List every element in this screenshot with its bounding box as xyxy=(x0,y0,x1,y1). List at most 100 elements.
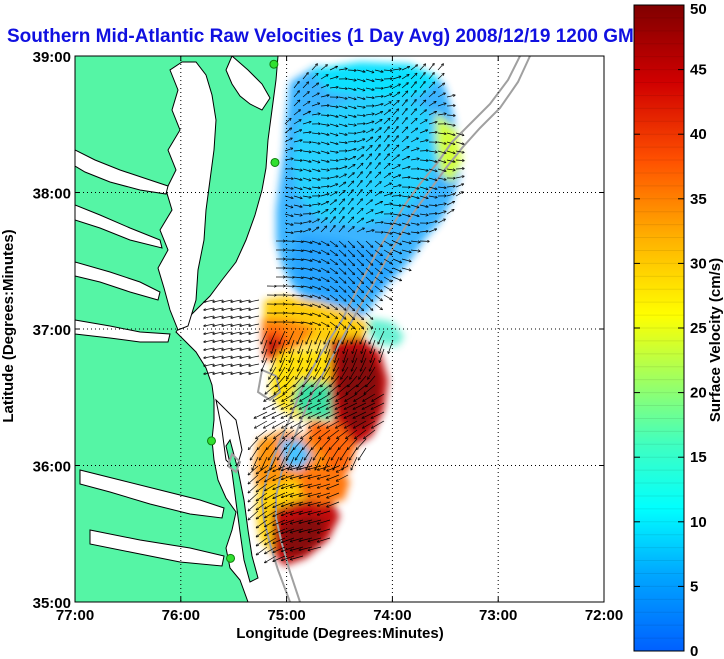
velocity-vector xyxy=(371,411,385,418)
velocity-vector xyxy=(293,120,301,125)
velocity-vector xyxy=(392,69,401,70)
velocity-vector xyxy=(428,82,435,89)
velocity-vector xyxy=(345,420,358,428)
velocity-vector xyxy=(293,295,303,296)
velocity-vector xyxy=(339,375,349,387)
velocity-vector xyxy=(304,447,313,460)
velocity-vector xyxy=(353,402,367,409)
velocity-vector xyxy=(370,339,376,353)
station-marker xyxy=(226,553,236,563)
velocity-vector xyxy=(347,303,354,310)
velocity-vector xyxy=(419,110,426,116)
velocity-vector xyxy=(273,546,286,552)
velocity-vector xyxy=(338,226,344,233)
station-marker xyxy=(206,436,216,446)
velocity-vector xyxy=(265,528,277,536)
colorbar-label: Surface Velocity (cm/s) xyxy=(707,258,724,422)
velocity-vector xyxy=(302,82,308,89)
velocity-vector xyxy=(293,140,302,143)
velocity-vector xyxy=(265,474,277,482)
velocity-vector xyxy=(337,429,349,439)
velocity-vector xyxy=(344,402,358,409)
velocity-vector xyxy=(335,402,349,409)
velocity-vector xyxy=(359,366,367,379)
velocity-vector xyxy=(338,312,346,319)
velocity-vector xyxy=(347,124,356,125)
velocity-vector xyxy=(296,366,304,379)
velocity-vector xyxy=(383,173,390,179)
velocity-vector xyxy=(401,258,411,261)
velocity-vector xyxy=(437,141,446,144)
velocity-vector xyxy=(285,438,295,449)
velocity-vector xyxy=(248,474,259,484)
velocity-vector xyxy=(289,339,295,353)
velocity-vector xyxy=(329,106,338,107)
velocity-vector xyxy=(401,204,410,207)
velocity-vector xyxy=(340,447,349,460)
velocity-vector xyxy=(273,537,286,543)
velocity-vector xyxy=(311,204,320,205)
velocity-vector xyxy=(262,348,268,362)
velocity-vector xyxy=(365,172,371,179)
velocity-vector xyxy=(428,195,437,198)
velocity-vector xyxy=(301,384,313,394)
velocity-vector xyxy=(293,195,302,198)
velocity-vector xyxy=(282,501,295,506)
velocity-vector xyxy=(347,165,355,170)
velocity-vector xyxy=(311,321,320,325)
velocity-vector xyxy=(282,519,295,524)
velocity-vector xyxy=(374,202,382,206)
velocity-vector xyxy=(338,159,347,160)
colorbar-tick-label: 15 xyxy=(690,449,707,466)
velocity-vector xyxy=(311,219,319,224)
velocity-vector xyxy=(272,402,286,409)
velocity-vector xyxy=(306,330,313,344)
velocity-vector xyxy=(268,447,277,460)
velocity-vector xyxy=(374,249,382,256)
velocity-vector xyxy=(338,249,346,256)
velocity-vector xyxy=(293,241,303,242)
velocity-vector xyxy=(347,105,356,108)
velocity-vector xyxy=(303,438,313,449)
velocity-vector xyxy=(279,456,286,470)
velocity-vector xyxy=(335,411,349,418)
velocity-vector xyxy=(291,474,304,479)
velocity-vector xyxy=(255,420,268,428)
velocity-vector xyxy=(446,141,455,144)
station-marker xyxy=(269,59,279,69)
velocity-vector xyxy=(267,375,277,387)
velocity-vector xyxy=(254,411,268,418)
velocity-vector xyxy=(383,110,390,116)
velocity-vector xyxy=(311,303,320,307)
velocity-vector xyxy=(338,96,347,99)
velocity-vector xyxy=(338,123,347,126)
velocity-vector xyxy=(265,465,277,473)
velocity-vector xyxy=(262,357,268,371)
velocity-vector xyxy=(356,209,363,215)
velocity-vector xyxy=(374,112,382,116)
velocity-vector xyxy=(291,528,304,533)
velocity-vector xyxy=(401,137,408,143)
velocity-vector xyxy=(358,447,367,460)
velocity-vector xyxy=(392,155,399,161)
velocity-vector xyxy=(293,304,303,305)
x-axis-label: Longitude (Degrees:Minutes) xyxy=(236,625,444,642)
velocity-vector xyxy=(282,474,295,479)
velocity-vector xyxy=(365,190,372,197)
velocity-vector xyxy=(248,510,259,520)
velocity-vector xyxy=(392,84,400,89)
velocity-vector xyxy=(282,492,295,497)
colorbar-ticks: 0 5 10 15 20 25 30 35 40 45 50 xyxy=(634,1,707,659)
velocity-vector xyxy=(311,240,320,244)
velocity-vector xyxy=(282,483,295,488)
velocity-vector xyxy=(392,231,401,234)
x-axis-ticks: 77:00 76:00 75:00 74:00 73:00 72:00 xyxy=(56,56,623,624)
velocity-vector xyxy=(327,474,340,480)
velocity-vector xyxy=(338,114,347,117)
velocity-vector xyxy=(347,173,354,179)
velocity-vector xyxy=(299,411,313,418)
velocity-vector xyxy=(320,267,329,272)
velocity-vector xyxy=(311,177,320,180)
velocity-vector xyxy=(392,222,401,225)
velocity-vector xyxy=(363,420,376,428)
